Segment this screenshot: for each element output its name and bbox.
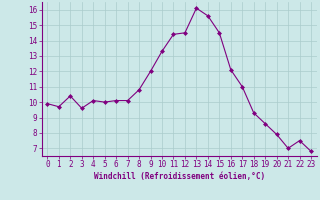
X-axis label: Windchill (Refroidissement éolien,°C): Windchill (Refroidissement éolien,°C) xyxy=(94,172,265,181)
